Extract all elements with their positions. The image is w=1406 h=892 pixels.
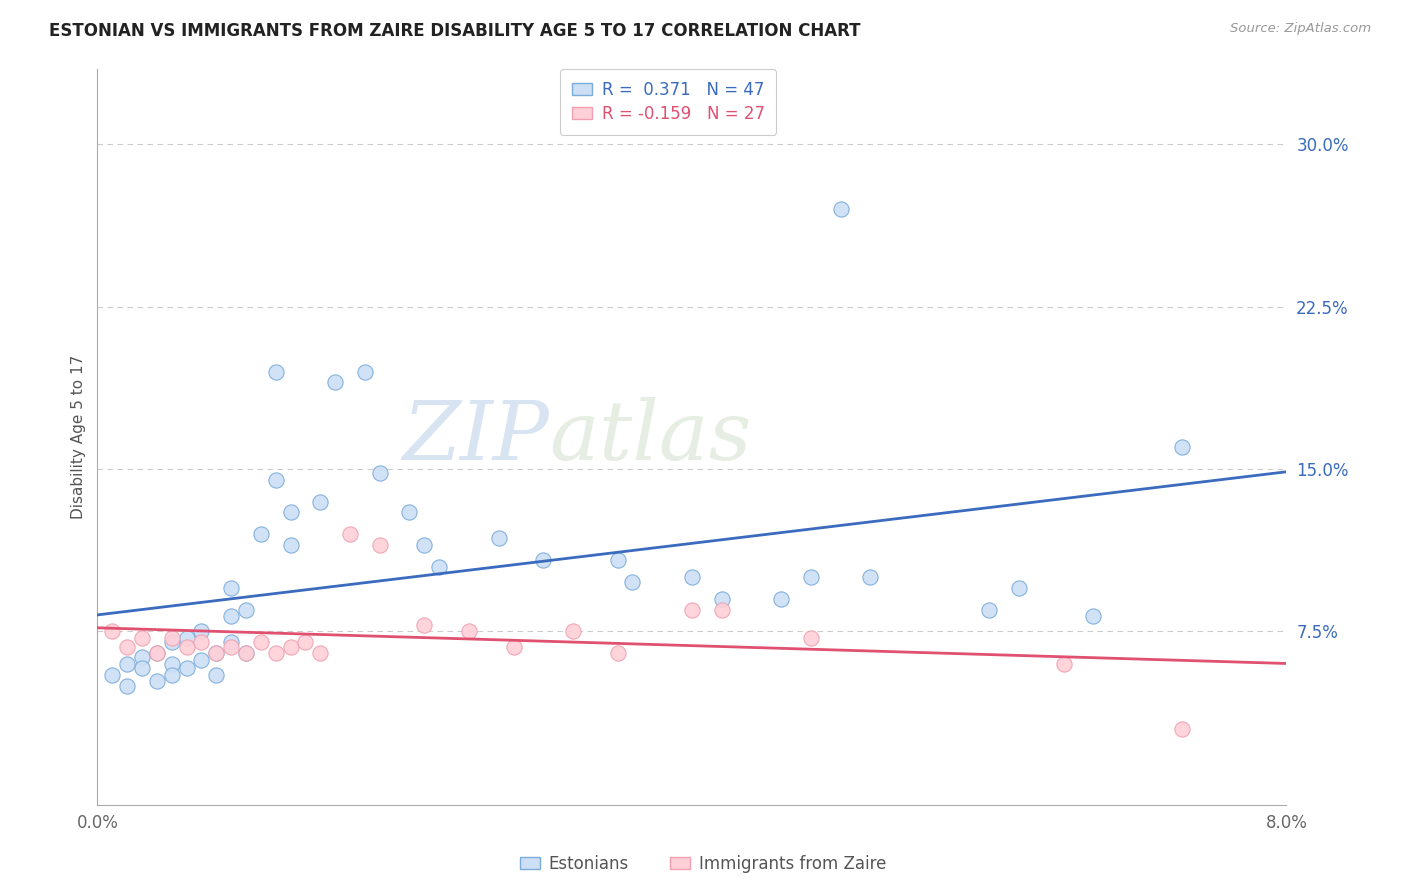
Point xyxy=(339,527,361,541)
Point xyxy=(488,532,510,546)
Point xyxy=(219,609,242,624)
Point xyxy=(131,650,153,665)
Point xyxy=(101,624,124,639)
Point xyxy=(176,631,198,645)
Point xyxy=(176,661,198,675)
Point xyxy=(294,635,316,649)
Point xyxy=(770,592,793,607)
Point xyxy=(606,646,628,660)
Point xyxy=(502,640,524,654)
Point xyxy=(235,646,257,660)
Point xyxy=(190,624,212,639)
Point xyxy=(830,202,852,217)
Point xyxy=(115,640,138,654)
Text: ESTONIAN VS IMMIGRANTS FROM ZAIRE DISABILITY AGE 5 TO 17 CORRELATION CHART: ESTONIAN VS IMMIGRANTS FROM ZAIRE DISABI… xyxy=(49,22,860,40)
Point xyxy=(427,559,450,574)
Point xyxy=(979,603,1001,617)
Point xyxy=(115,679,138,693)
Point xyxy=(235,646,257,660)
Legend: R =  0.371   N = 47, R = -0.159   N = 27: R = 0.371 N = 47, R = -0.159 N = 27 xyxy=(560,70,776,135)
Point xyxy=(101,667,124,681)
Text: Source: ZipAtlas.com: Source: ZipAtlas.com xyxy=(1230,22,1371,36)
Point xyxy=(219,581,242,595)
Point xyxy=(205,667,228,681)
Point xyxy=(280,538,302,552)
Point xyxy=(160,667,183,681)
Point xyxy=(205,646,228,660)
Point xyxy=(219,640,242,654)
Point xyxy=(562,624,585,639)
Point xyxy=(413,618,436,632)
Point xyxy=(368,467,391,481)
Point xyxy=(146,674,169,689)
Point xyxy=(264,646,287,660)
Point xyxy=(160,635,183,649)
Point xyxy=(606,553,628,567)
Point xyxy=(531,553,554,567)
Point xyxy=(710,603,733,617)
Point xyxy=(264,473,287,487)
Point xyxy=(205,646,228,660)
Point xyxy=(309,494,332,508)
Point xyxy=(368,538,391,552)
Point xyxy=(1171,441,1194,455)
Point xyxy=(1171,722,1194,736)
Point xyxy=(1008,581,1031,595)
Point xyxy=(309,646,332,660)
Point xyxy=(176,640,198,654)
Point xyxy=(800,631,823,645)
Point xyxy=(250,527,273,541)
Point xyxy=(264,365,287,379)
Point xyxy=(280,640,302,654)
Point xyxy=(115,657,138,671)
Point xyxy=(621,574,644,589)
Text: ZIP: ZIP xyxy=(402,397,550,476)
Point xyxy=(354,365,377,379)
Legend: Estonians, Immigrants from Zaire: Estonians, Immigrants from Zaire xyxy=(513,848,893,880)
Point xyxy=(800,570,823,584)
Point xyxy=(131,631,153,645)
Point xyxy=(280,505,302,519)
Point xyxy=(1052,657,1074,671)
Point xyxy=(458,624,481,639)
Point xyxy=(190,635,212,649)
Point xyxy=(235,603,257,617)
Point xyxy=(413,538,436,552)
Point xyxy=(398,505,420,519)
Point xyxy=(190,652,212,666)
Point xyxy=(146,646,169,660)
Point xyxy=(131,661,153,675)
Point xyxy=(323,376,346,390)
Point xyxy=(1083,609,1105,624)
Point xyxy=(681,570,703,584)
Point xyxy=(250,635,273,649)
Point xyxy=(681,603,703,617)
Point xyxy=(146,646,169,660)
Text: atlas: atlas xyxy=(550,397,752,476)
Point xyxy=(160,657,183,671)
Y-axis label: Disability Age 5 to 17: Disability Age 5 to 17 xyxy=(72,354,86,519)
Point xyxy=(710,592,733,607)
Point xyxy=(219,635,242,649)
Point xyxy=(859,570,882,584)
Point xyxy=(160,631,183,645)
